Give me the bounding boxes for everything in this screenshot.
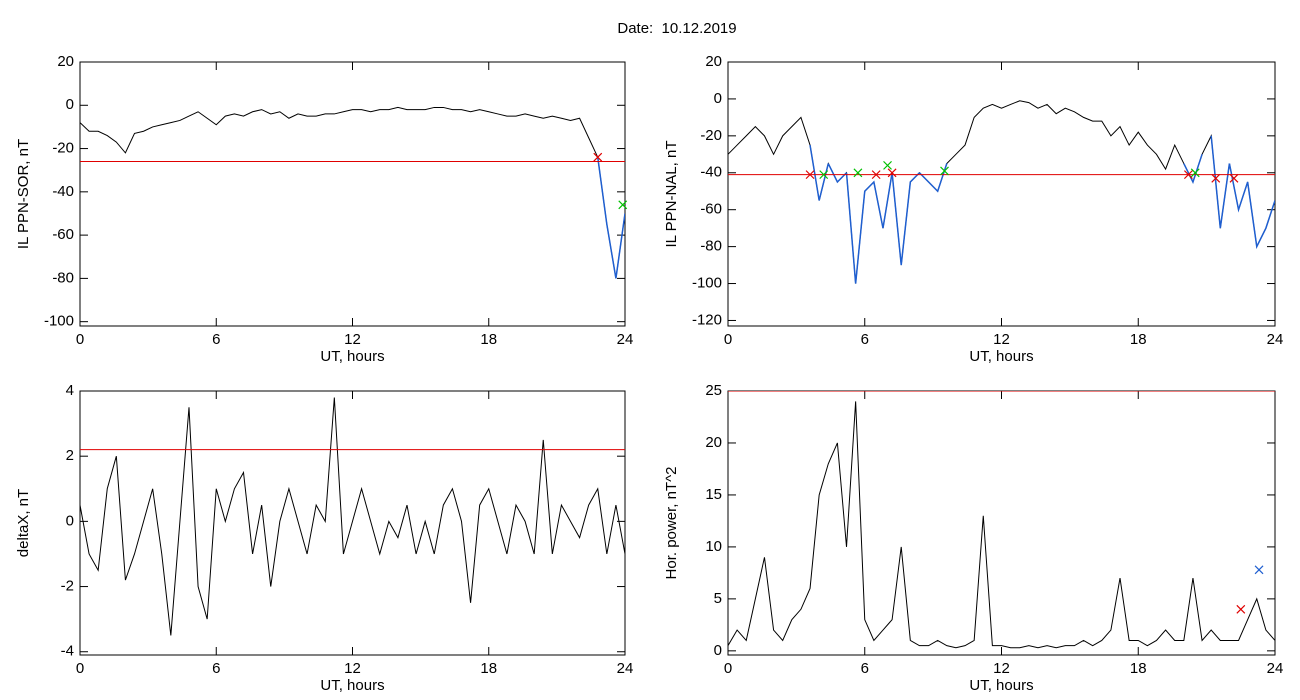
- y-tick-label: 0: [714, 642, 722, 659]
- cross-marker: [819, 170, 829, 180]
- y-tick-label: -40: [700, 164, 722, 181]
- plot-area: [728, 391, 1275, 649]
- y-tick-label: 15: [705, 486, 722, 503]
- y-axis-label: deltaX, nT: [15, 489, 32, 557]
- plot-area: [80, 106, 625, 279]
- y-tick-label: -20: [52, 140, 74, 157]
- plot-frame: [79, 61, 626, 327]
- y-tick-label: 0: [66, 512, 74, 529]
- y-tick-label: 20: [705, 53, 722, 70]
- below-threshold-line: [918, 163, 948, 193]
- x-axis-label: UT, hours: [969, 677, 1033, 694]
- y-tick-label: -100: [692, 275, 722, 292]
- x-axis-label: UT, hours: [320, 348, 384, 365]
- cross-marker: [618, 200, 628, 210]
- y-tick-label: 0: [714, 90, 722, 107]
- y-tick-label: -80: [700, 238, 722, 255]
- x-tick-label: 18: [1130, 660, 1147, 677]
- y-tick-label: 4: [66, 382, 74, 399]
- cross-marker: [1183, 170, 1193, 180]
- x-tick-label: 6: [212, 331, 220, 348]
- x-tick-label: 6: [212, 660, 220, 677]
- y-tick-label: 20: [57, 53, 74, 70]
- x-tick-label: 12: [344, 331, 361, 348]
- cross-marker: [593, 152, 603, 162]
- y-tick-label: -60: [700, 201, 722, 218]
- y-axis-label: Hor. power, nT^2: [663, 467, 680, 580]
- cross-marker: [805, 170, 815, 180]
- below-threshold-line: [1183, 154, 1203, 184]
- y-tick-label: -20: [700, 127, 722, 144]
- x-tick-label: 12: [344, 660, 361, 677]
- data-line: [80, 397, 625, 636]
- x-tick-label: 0: [724, 331, 732, 348]
- y-tick-label: 10: [705, 538, 722, 555]
- x-tick-label: 6: [861, 331, 869, 348]
- cross-marker: [1211, 173, 1221, 183]
- y-tick-label: -60: [52, 226, 74, 243]
- below-threshold-line: [827, 163, 848, 184]
- x-axis-label: UT, hours: [969, 348, 1033, 365]
- x-tick-label: 24: [1267, 331, 1284, 348]
- data-line: [728, 100, 1275, 284]
- data-line: [80, 106, 625, 279]
- cross-marker: [871, 170, 881, 180]
- below-threshold-line: [845, 172, 893, 284]
- x-tick-label: 12: [993, 660, 1010, 677]
- cross-marker: [1254, 565, 1264, 575]
- x-axis-label: UT, hours: [320, 677, 384, 694]
- cross-marker: [883, 160, 892, 170]
- x-tick-label: 18: [1130, 331, 1147, 348]
- y-tick-label: 2: [66, 447, 74, 464]
- data-line: [728, 401, 1275, 649]
- below-threshold-line: [1210, 135, 1231, 229]
- y-tick-label: -120: [692, 311, 722, 328]
- x-tick-label: 0: [76, 331, 84, 348]
- cross-marker: [1190, 168, 1200, 178]
- cross-marker: [853, 168, 863, 178]
- y-tick-label: 5: [714, 590, 722, 607]
- x-tick-label: 0: [724, 660, 732, 677]
- y-tick-label: -100: [44, 313, 74, 330]
- plot-area: [728, 100, 1275, 284]
- x-tick-label: 24: [1267, 660, 1284, 677]
- cross-marker: [1236, 604, 1246, 614]
- below-threshold-line: [891, 172, 920, 266]
- y-tick-label: -40: [52, 183, 74, 200]
- cross-marker: [940, 166, 949, 176]
- x-tick-label: 18: [480, 331, 497, 348]
- y-tick-label: 20: [705, 434, 722, 451]
- y-tick-label: -4: [61, 643, 74, 660]
- y-axis-label: IL PPN-SOR, nT: [15, 139, 32, 249]
- y-tick-label: 0: [66, 96, 74, 113]
- y-tick-label: -80: [52, 269, 74, 286]
- x-tick-label: 12: [993, 331, 1010, 348]
- x-tick-label: 24: [617, 660, 634, 677]
- x-tick-label: 24: [617, 331, 634, 348]
- plot-frame: [727, 61, 1276, 327]
- plot-frame: [727, 390, 1276, 656]
- plot-area: [80, 397, 625, 636]
- x-tick-label: 6: [861, 660, 869, 677]
- cross-marker: [887, 168, 897, 178]
- y-tick-label: -2: [61, 578, 74, 595]
- page-title: Date: 10.12.2019: [617, 20, 736, 37]
- x-tick-label: 18: [480, 660, 497, 677]
- cross-marker: [1229, 173, 1239, 183]
- y-tick-label: 25: [705, 382, 722, 399]
- y-axis-label: IL PPN-NAL, nT: [663, 141, 680, 248]
- x-tick-label: 0: [76, 660, 84, 677]
- below-threshold-line: [1228, 163, 1275, 250]
- below-threshold-line: [597, 157, 625, 279]
